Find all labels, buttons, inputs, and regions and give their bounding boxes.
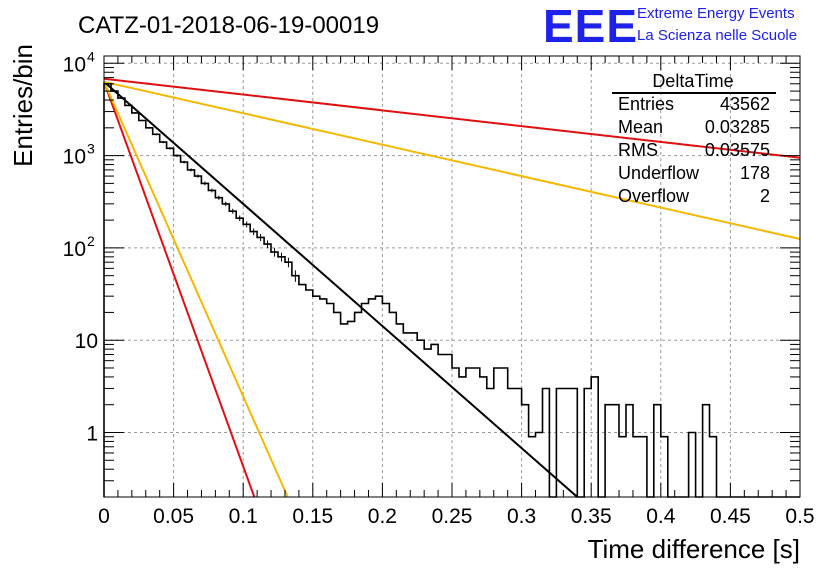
x-axis-title: Time difference [s] (588, 534, 800, 564)
plot-grid (104, 56, 800, 497)
x-tick-label: 0.25 (432, 505, 473, 528)
x-tick-label: 0.1 (229, 505, 258, 528)
fit-curve-1 (103, 81, 578, 498)
stats-label: Mean (618, 117, 663, 137)
x-tick-label: 0.4 (646, 505, 676, 528)
fit-curve-3 (103, 80, 801, 240)
chart-title: CATZ-01-2018-06-19-00019 (78, 12, 379, 39)
y-tick-exponent: 3 (87, 141, 95, 157)
eee-logo: EEE Extreme Energy Events La Scienza nel… (543, 0, 797, 52)
x-tick-label: 0.5 (785, 505, 814, 528)
y-tick-label: 10 (63, 53, 86, 76)
x-tick-label: 0.45 (710, 505, 751, 528)
logo-line-2: La Scienza nelle Scuole (637, 27, 797, 44)
fit-curve-4 (103, 81, 256, 498)
x-tick-label: 0.15 (292, 505, 333, 528)
logo-line-1: Extreme Energy Events (637, 5, 795, 22)
stats-box: DeltaTime Entries 43562 Mean 0.03285 RMS 0.03… (612, 71, 776, 206)
y-tick-exponent: 4 (87, 48, 95, 64)
y-tick-exponent: 2 (87, 233, 95, 249)
fit-curves (103, 77, 801, 498)
fit-curve-2 (103, 77, 801, 159)
y-tick-label: 10 (63, 238, 86, 261)
stats-value: 178 (740, 163, 770, 183)
stats-label: Entries (618, 94, 674, 114)
stats-rows: Entries 43562 Mean 0.03285 RMS 0.03575Underfl… (618, 94, 770, 206)
stats-label: Underflow (618, 163, 700, 183)
stats-title: DeltaTime (652, 71, 733, 91)
y-tick-label: 10 (75, 330, 98, 353)
x-tick-label: 0.2 (368, 505, 397, 528)
stats-label: Overflow (618, 186, 690, 206)
x-tick-label: 0.05 (153, 505, 194, 528)
x-tick-label: 0.3 (507, 505, 536, 528)
stats-value: 0.03285 (705, 117, 770, 137)
y-tick-label: 10 (63, 146, 86, 169)
x-tick-label: 0.35 (571, 505, 612, 528)
axis-ticks (103, 56, 801, 498)
x-tick-label: 0 (98, 505, 110, 528)
stats-value: 2 (760, 186, 770, 206)
y-tick-label: 1 (86, 422, 98, 445)
logo-mark: EEE (543, 0, 638, 52)
stats-label: RMS (618, 140, 658, 160)
y-axis-title: Entries/bin (8, 44, 38, 167)
fit-curve-5 (103, 81, 289, 498)
stats-value: 0.03575 (705, 140, 770, 160)
stats-value: 43562 (720, 94, 770, 114)
x-tick-labels: 0 0.05 0.1 0.15 0.2 0.25 0.3 0.35 0.4 0.45 0.5 (98, 505, 814, 528)
